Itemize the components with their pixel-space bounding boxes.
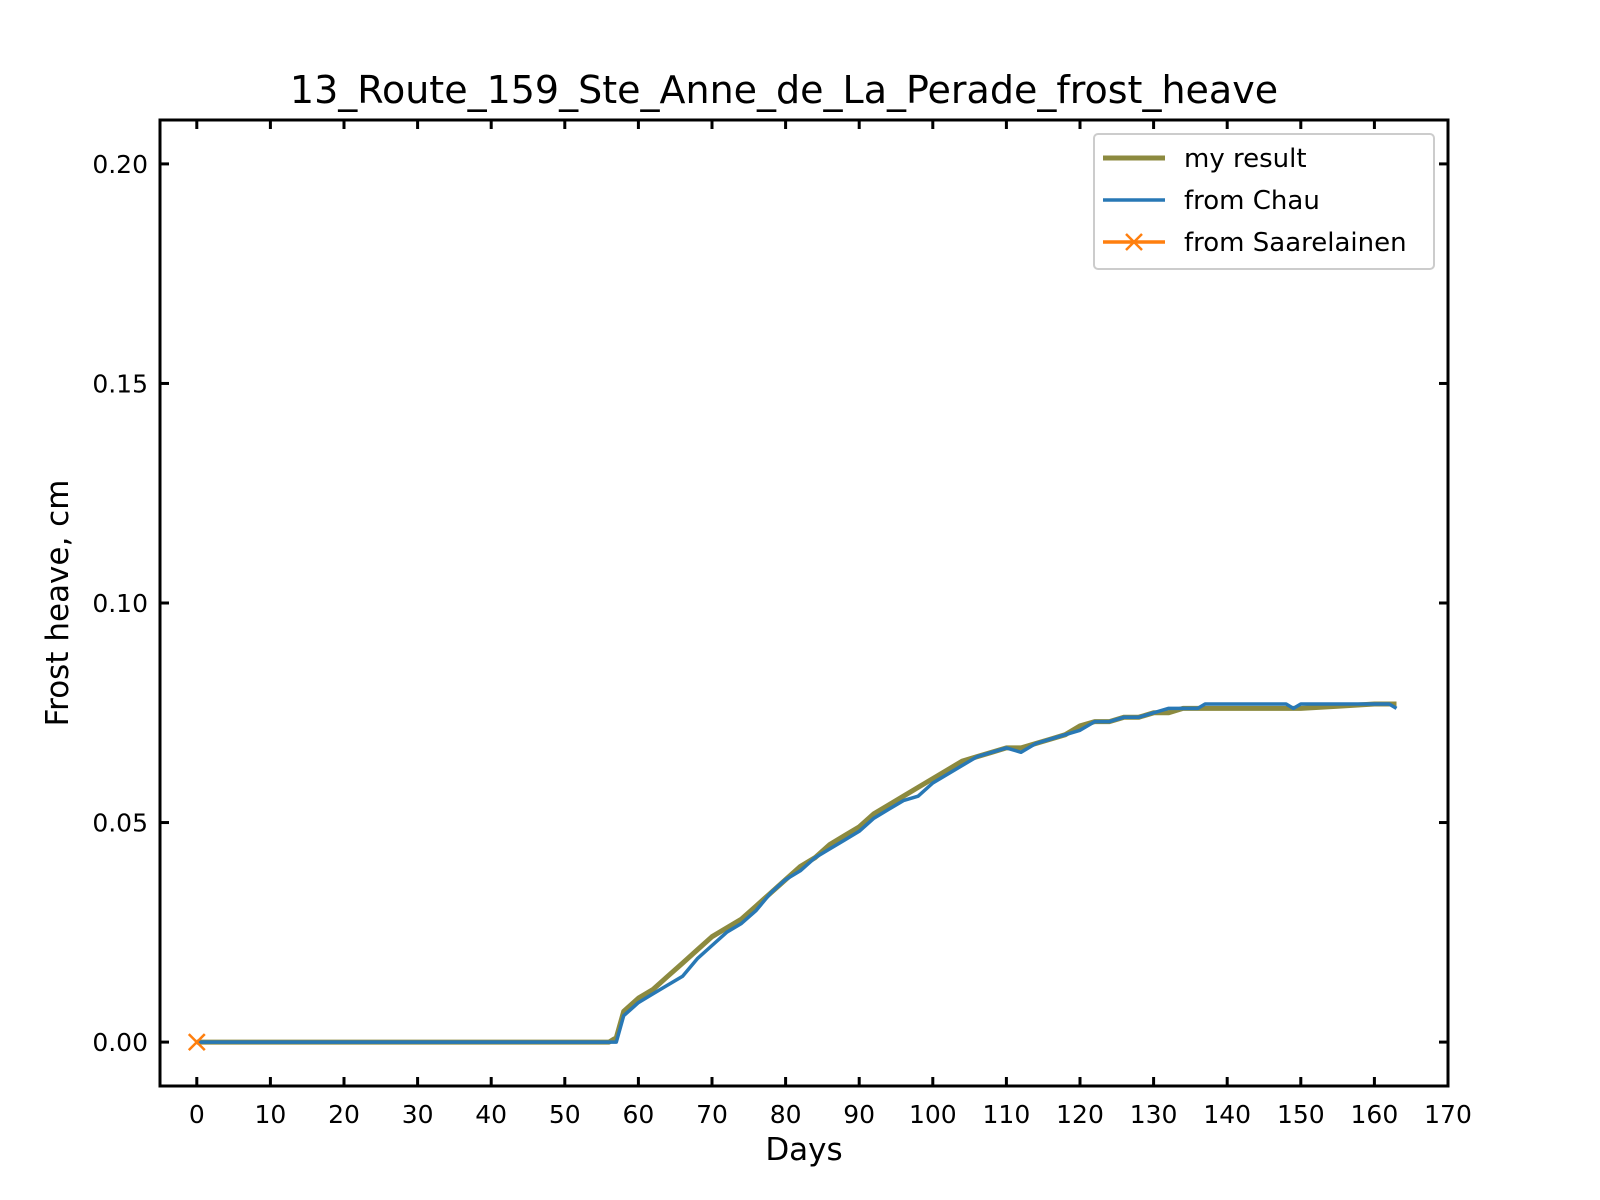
x-tick-label: 50 bbox=[549, 1100, 581, 1129]
series-line-1 bbox=[196, 702, 1398, 1044]
legend: my result from Chau from Saarelainen bbox=[1093, 133, 1435, 270]
plot-frame bbox=[158, 118, 1450, 1088]
y-tick-label: 0.20 bbox=[92, 150, 148, 179]
y-tick-label: 0.10 bbox=[92, 589, 148, 618]
x-tick-label: 20 bbox=[328, 1100, 360, 1129]
x-tick-label: 120 bbox=[1056, 1100, 1104, 1129]
legend-marker-2 bbox=[1125, 233, 1143, 251]
x-tick-label: 130 bbox=[1130, 1100, 1178, 1129]
legend-label-2: from Saarelainen bbox=[1184, 228, 1407, 258]
legend-entries: my result from Chau from Saarelainen bbox=[1103, 144, 1407, 258]
y-tick-label: 0.05 bbox=[92, 809, 148, 838]
x-tick-label: 60 bbox=[622, 1100, 654, 1129]
x-tick-label: 110 bbox=[983, 1100, 1031, 1129]
legend-box bbox=[1093, 133, 1435, 270]
x-tick-label: 170 bbox=[1424, 1100, 1472, 1129]
chart-title: 13_Route_159_Ste_Anne_de_La_Perade_frost… bbox=[290, 68, 1278, 112]
x-tick-label: 160 bbox=[1351, 1100, 1399, 1129]
x-tick-label: 140 bbox=[1203, 1100, 1251, 1129]
x-tick-label: 10 bbox=[254, 1100, 286, 1129]
legend-label-0: my result bbox=[1184, 144, 1307, 174]
x-tick-label: 100 bbox=[909, 1100, 957, 1129]
x-tick-label: 40 bbox=[475, 1100, 507, 1129]
series-layer bbox=[187, 701, 1398, 1051]
x-tick-label: 90 bbox=[843, 1100, 875, 1129]
x-tick-label: 80 bbox=[770, 1100, 802, 1129]
y-axis-label: Frost heave, cm bbox=[40, 480, 76, 727]
x-tick-label: 150 bbox=[1277, 1100, 1325, 1129]
series-point-2 bbox=[187, 1033, 206, 1051]
y-tick-label: 0.00 bbox=[92, 1028, 148, 1057]
x-tick-label: 70 bbox=[696, 1100, 728, 1129]
x-tick-label: 0 bbox=[189, 1100, 205, 1129]
x-axis-label: Days bbox=[765, 1132, 842, 1168]
y-axis-ticks: 0.00 0.05 0.10 0.15 0.20 bbox=[92, 150, 1448, 1057]
x-axis-ticks: 0 10 20 30 40 50 60 70 80 90 100 110 120 130 140 150 160… bbox=[189, 120, 1472, 1129]
y-tick-label: 0.15 bbox=[92, 369, 148, 398]
x-tick-label: 30 bbox=[402, 1100, 434, 1129]
legend-label-1: from Chau bbox=[1184, 186, 1320, 216]
